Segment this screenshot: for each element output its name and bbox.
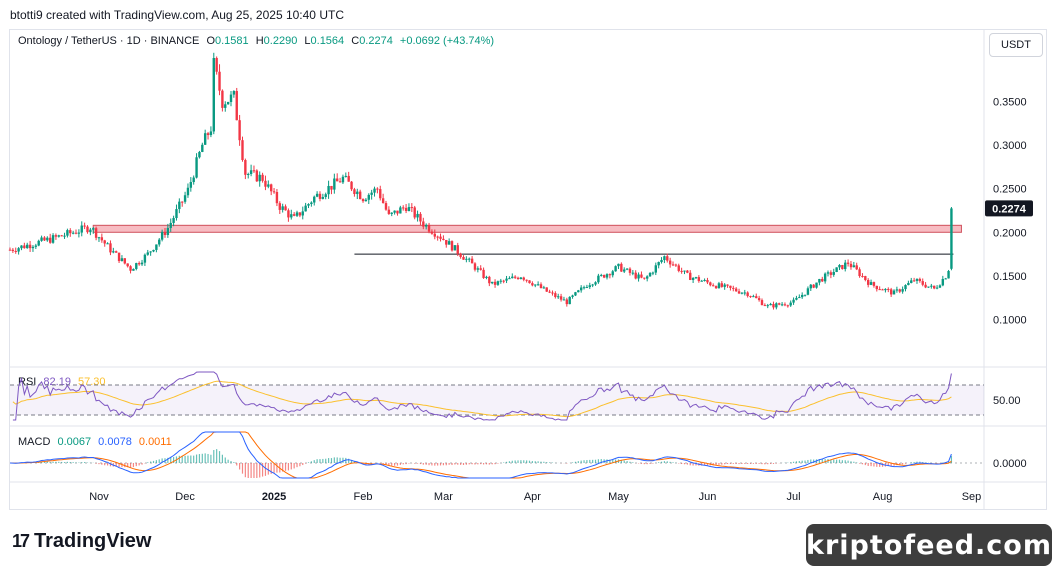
tradingview-logo-icon: 17 <box>12 531 30 551</box>
macd-line-value: 0.0078 <box>98 436 132 448</box>
rsi-ma-value: 57.30 <box>78 376 106 388</box>
change-value: +0.0692 (+43.74%) <box>399 35 495 47</box>
high-value: 0.2290 <box>263 35 298 47</box>
macd-hist-value: 0.0067 <box>57 436 92 448</box>
symbol-label[interactable]: Ontology / TetherUS · 1D · BINANCE <box>18 35 200 47</box>
open-value: 0.1581 <box>215 35 249 47</box>
watermark: kriptofeed.com <box>806 524 1052 566</box>
brand-name: TradingView <box>34 530 152 552</box>
macd-legend: MACD 0.0067 0.0078 0.0011 <box>18 436 172 448</box>
tradingview-brand: 17 TradingView <box>12 530 151 553</box>
price-legend: Ontology / TetherUS · 1D · BINANCE O0.15… <box>18 35 495 47</box>
low-value: 0.1564 <box>310 35 345 47</box>
close-value: 0.2274 <box>359 35 393 47</box>
currency-button[interactable]: USDT <box>989 33 1043 57</box>
rsi-legend: RSI 82.19 57.30 <box>18 376 106 388</box>
rsi-value: 82.19 <box>43 376 71 388</box>
chart-frame <box>9 29 1047 510</box>
chart-credit: btotti9 created with TradingView.com, Au… <box>10 8 344 22</box>
macd-signal-value: 0.0011 <box>138 436 172 448</box>
